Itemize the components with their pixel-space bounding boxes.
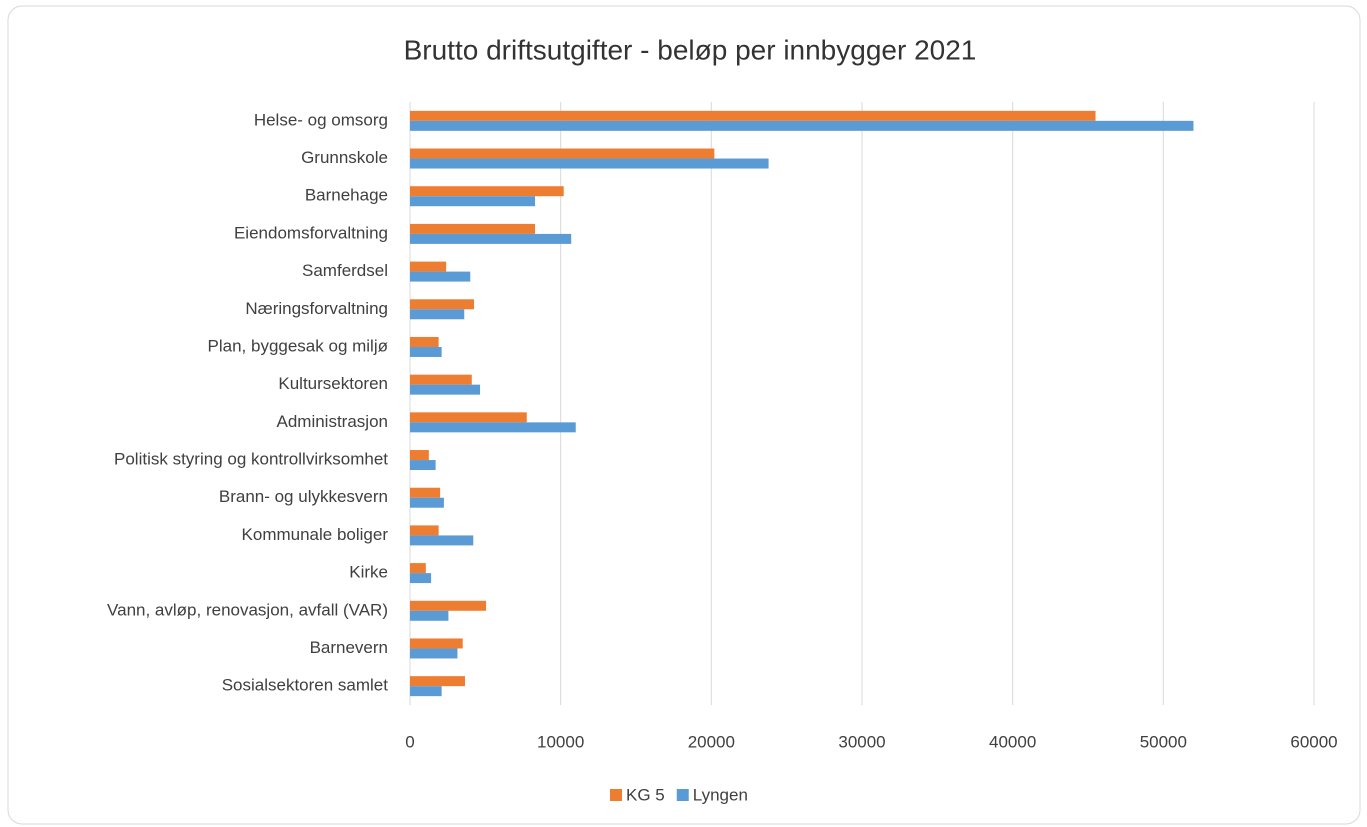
bar bbox=[410, 638, 463, 649]
bar bbox=[410, 233, 572, 244]
bar bbox=[410, 610, 449, 621]
bar bbox=[410, 384, 481, 395]
bar bbox=[410, 460, 436, 471]
y-tick-label: Administrasjon bbox=[277, 412, 389, 431]
bar bbox=[410, 563, 426, 574]
bar bbox=[410, 573, 432, 584]
bar bbox=[410, 648, 458, 659]
x-tick-label: 10000 bbox=[537, 732, 584, 751]
y-tick-label: Næringsforvaltning bbox=[245, 299, 388, 318]
legend-label: Lyngen bbox=[693, 785, 748, 804]
bar bbox=[410, 223, 536, 234]
legend-swatch bbox=[610, 789, 622, 801]
bar bbox=[410, 186, 564, 197]
y-tick-label: Sosialsektoren samlet bbox=[222, 676, 389, 695]
x-tick-label: 30000 bbox=[838, 732, 885, 751]
bar bbox=[410, 497, 444, 508]
bar bbox=[410, 110, 1096, 121]
y-tick-label: Vann, avløp, renovasjon, avfall (VAR) bbox=[107, 600, 388, 619]
bar bbox=[410, 309, 465, 320]
bar bbox=[410, 525, 439, 536]
y-tick-label: Helse- og omsorg bbox=[254, 110, 388, 129]
y-tick-label: Eiendomsforvaltning bbox=[234, 223, 388, 242]
bar bbox=[410, 299, 475, 310]
chart-title: Brutto driftsutgifter - beløp per innbyg… bbox=[404, 34, 977, 65]
x-tick-label: 40000 bbox=[989, 732, 1036, 751]
bar bbox=[410, 600, 487, 611]
y-tick-label: Samferdsel bbox=[302, 261, 388, 280]
bar bbox=[410, 158, 769, 169]
bar bbox=[410, 422, 576, 433]
bar bbox=[410, 271, 471, 282]
bar bbox=[410, 261, 447, 272]
x-tick-label: 50000 bbox=[1140, 732, 1187, 751]
y-tick-label: Grunnskole bbox=[301, 148, 388, 167]
bar bbox=[410, 374, 472, 385]
bar bbox=[410, 487, 441, 498]
x-tick-label: 20000 bbox=[688, 732, 735, 751]
bar bbox=[410, 412, 527, 423]
bar bbox=[410, 346, 442, 357]
legend-swatch bbox=[676, 789, 689, 801]
bar bbox=[410, 450, 429, 461]
bar bbox=[410, 120, 1194, 131]
bar bbox=[410, 196, 536, 207]
x-tick-label: 0 bbox=[405, 732, 414, 751]
bar bbox=[410, 535, 474, 546]
y-tick-label: Politisk styring og kontrollvirksomhet bbox=[114, 450, 388, 469]
bar bbox=[410, 676, 465, 687]
legend-label: KG 5 bbox=[626, 785, 665, 804]
y-tick-label: Barnehage bbox=[305, 186, 388, 205]
chart-frame bbox=[7, 5, 1361, 825]
y-tick-label: Barnevern bbox=[310, 638, 388, 657]
bar bbox=[410, 148, 715, 159]
x-tick-label: 60000 bbox=[1290, 732, 1337, 751]
y-tick-label: Kultursektoren bbox=[278, 374, 388, 393]
y-tick-label: Kirke bbox=[349, 563, 388, 582]
bar bbox=[410, 686, 442, 697]
y-tick-label: Plan, byggesak og miljø bbox=[208, 336, 388, 355]
y-tick-label: Kommunale boliger bbox=[242, 525, 389, 544]
bar bbox=[410, 336, 439, 347]
y-tick-label: Brann- og ulykkesvern bbox=[219, 487, 388, 506]
